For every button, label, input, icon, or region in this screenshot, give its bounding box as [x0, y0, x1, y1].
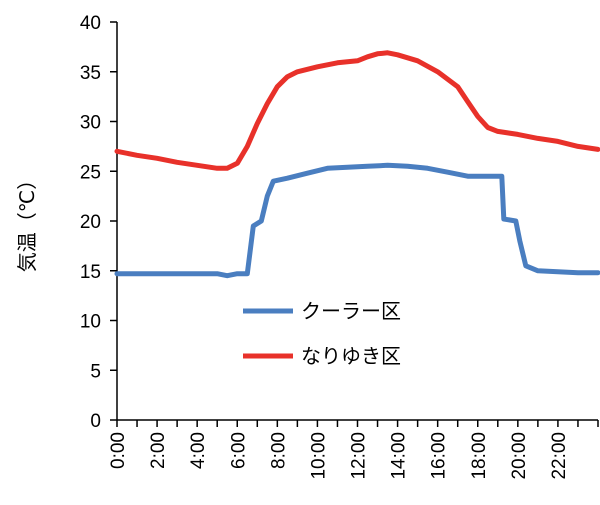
- x-tick-label: 8:00: [268, 432, 289, 469]
- y-axis-label: 気温（℃）: [15, 170, 39, 272]
- y-tick-label: 10: [80, 312, 101, 333]
- x-tick-label: 14:00: [389, 432, 410, 480]
- x-tick-label: 0:00: [108, 432, 129, 469]
- series-line-1: [114, 162, 600, 279]
- y-tick-label: 0: [90, 411, 101, 432]
- x-tick-label: 20:00: [509, 432, 530, 480]
- y-tick-label: 15: [80, 262, 101, 283]
- x-tick-label: 10:00: [308, 432, 329, 480]
- legend-label: なりゆき区: [301, 344, 401, 368]
- x-tick-label: 16:00: [429, 432, 450, 480]
- x-tick-label: 4:00: [188, 432, 209, 469]
- x-tick-label: 12:00: [349, 432, 370, 480]
- y-tick-label: 20: [80, 212, 101, 233]
- x-tick-label: 18:00: [469, 432, 490, 480]
- y-tick-label: 40: [80, 13, 101, 34]
- x-tick-label: 22:00: [549, 432, 570, 480]
- series-lines: [114, 50, 600, 279]
- y-tick-label: 5: [90, 361, 101, 382]
- y-tick-label: 25: [80, 162, 101, 183]
- legend-label: クーラー区: [301, 299, 401, 323]
- series-line-2: [114, 50, 600, 171]
- x-tick-label: 6:00: [228, 432, 249, 469]
- y-tick-label: 35: [80, 63, 101, 84]
- x-tick-label: 2:00: [148, 432, 169, 469]
- x-axis: 0:00 2:00 4:00 6:00 8:00 10:00 12:00 14:00 16:00…: [108, 419, 599, 480]
- y-tick-label: 30: [80, 113, 101, 134]
- y-axis: 0 5 10 15 20 25 30 35 40: [80, 13, 118, 432]
